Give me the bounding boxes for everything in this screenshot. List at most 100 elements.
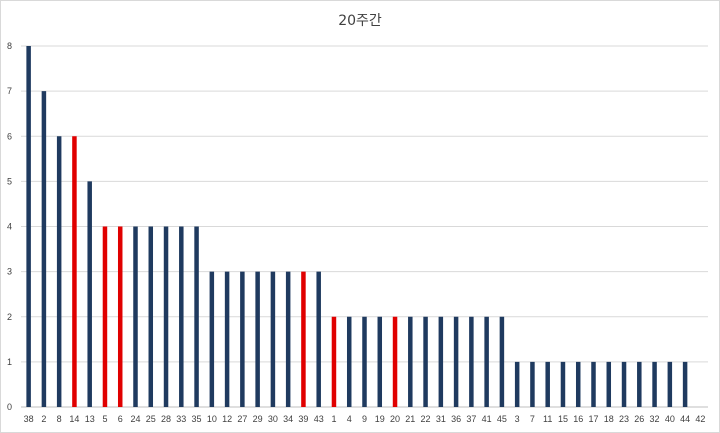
bar-2 [41,91,47,407]
y-tick-label: 7 [7,86,12,96]
bar-37 [469,316,474,407]
bar-11 [545,361,550,407]
x-tick-label: 3 [515,414,520,424]
x-tick-label: 11 [543,414,552,424]
bar-4 [346,316,352,407]
x-tick-label: 24 [130,414,140,424]
bar-3 [514,361,520,407]
bar-18 [606,361,612,407]
x-tick-label: 43 [314,414,324,424]
bar-38 [26,46,31,407]
bar-25 [148,226,154,407]
bar-28 [163,226,169,407]
x-tick-label: 34 [283,414,293,424]
bar-24 [133,226,138,407]
x-tick-label: 10 [207,414,217,424]
bar-41 [484,316,489,407]
x-tick-label: 18 [604,414,614,424]
bar-1 [331,316,337,407]
x-tick-label: 12 [222,414,232,424]
x-tick-label: 7 [530,414,535,424]
bar-5 [102,226,108,407]
x-tick-label: 39 [298,414,308,424]
y-tick-label: 1 [7,357,12,367]
bar-30 [270,271,276,407]
x-tick-label: 44 [680,414,690,424]
x-tick-label: 8 [57,414,62,424]
x-tick-label: 38 [24,414,34,424]
bar-39 [301,271,306,407]
x-tick-label: 36 [451,414,461,424]
bar-6 [117,226,123,407]
bar-23 [621,361,627,407]
x-tick-label: 41 [482,414,492,424]
x-tick-label: 45 [497,414,507,424]
x-tick-label: 27 [237,414,247,424]
bar-34 [285,271,291,407]
x-tick-label: 5 [102,414,107,424]
bar-14 [72,136,77,407]
x-tick-label: 29 [253,414,263,424]
bar-31 [438,316,444,407]
x-tick-label: 31 [436,414,446,424]
bars [26,46,688,407]
bar-9 [362,316,367,407]
bar-15 [560,361,566,407]
x-axis-ticks: 38 2 8 14 13 5 6 24 25 28 33 35 10 12 27 29 30 34 39 43 1 4 9 1… [24,414,706,424]
x-tick-label: 1 [331,414,336,424]
x-tick-label: 21 [405,414,415,424]
bar-44 [682,361,688,407]
bar-26 [637,361,642,407]
bar-33 [179,226,184,407]
bar-45 [499,316,505,407]
bar-20 [392,316,398,407]
x-tick-label: 15 [558,414,568,424]
y-axis-ticks: 0 1 2 3 4 5 6 7 8 [7,41,12,412]
x-tick-label: 6 [118,414,123,424]
bar-19 [377,316,383,407]
bar-8 [56,136,62,407]
bar-16 [575,361,581,407]
y-tick-label: 6 [7,131,12,141]
x-tick-label: 40 [665,414,675,424]
x-tick-label: 25 [146,414,156,424]
x-tick-label: 37 [466,414,476,424]
x-tick-label: 13 [85,414,95,424]
x-tick-label: 17 [588,414,598,424]
chart-title: 20주간 [338,13,382,29]
y-tick-label: 0 [7,402,12,412]
bar-43 [316,271,321,407]
bar-40 [667,361,673,407]
x-tick-label: 28 [161,414,171,424]
bar-36 [453,316,459,407]
bar-32 [652,361,657,407]
x-tick-label: 22 [421,414,431,424]
bar-29 [255,271,260,407]
bar-21 [408,316,413,407]
x-tick-label: 42 [695,414,705,424]
bar-12 [224,271,230,407]
x-tick-label: 20 [390,414,400,424]
x-tick-label: 30 [268,414,278,424]
bar-35 [194,226,199,407]
y-tick-label: 4 [7,222,12,232]
y-tick-label: 8 [7,41,12,51]
bar-10 [209,271,215,407]
x-tick-label: 2 [41,414,46,424]
x-tick-label: 35 [192,414,202,424]
x-tick-label: 16 [573,414,583,424]
bar-7 [530,361,535,407]
bar-13 [87,181,92,407]
x-tick-label: 32 [650,414,660,424]
y-tick-label: 2 [7,312,12,322]
x-tick-label: 14 [69,414,79,424]
x-tick-label: 33 [176,414,186,424]
x-tick-label: 4 [347,414,352,424]
y-tick-label: 5 [7,176,12,186]
x-tick-label: 23 [619,414,629,424]
x-tick-label: 9 [362,414,367,424]
x-tick-label: 26 [634,414,644,424]
bar-27 [240,271,245,407]
bar-17 [591,361,596,407]
